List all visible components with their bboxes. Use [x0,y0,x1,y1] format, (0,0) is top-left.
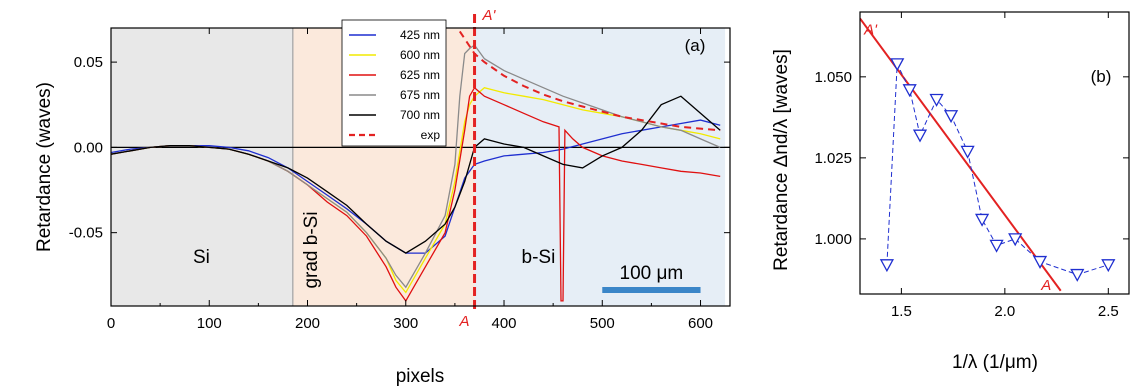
x-tick-label: 400 [492,315,517,332]
series-lines [111,30,721,303]
marker-label-bottom: A [459,313,470,330]
x-tick-label: 300 [393,315,418,332]
scale-bar-label: 100 μm [620,263,684,284]
x-tick-label-b: 2.5 [1098,303,1119,320]
data-point [890,58,905,72]
data-point [879,259,894,273]
panel-label-b: (b) [1091,67,1112,86]
y-tick-label: 0.00 [74,139,103,156]
x-tick-label: 600 [688,315,713,332]
legend: 425 nm 600 nm 625 nm 675 nm 700 nm exp [341,19,447,147]
marker-label-top: A' [482,7,497,24]
data-point [1032,255,1048,269]
panel-a: Si grad b-Si b-Si A' A 100 μm 0 100 200 300 400 50… [34,7,731,387]
region-si [111,28,293,306]
axis-ticks-b: 1.5 2.0 2.5 1.050 1.025 1.000 [814,12,1129,320]
y-axis-title: Retardance (waves) [34,82,55,252]
data-point [989,239,1004,253]
region-label-si: Si [193,247,210,268]
y-tick-label-b: 1.000 [814,231,852,248]
series-exp [458,30,721,132]
marker-label-bottom-b: A [1040,277,1051,294]
region-label-grad-b-si: grad b-Si [301,211,322,288]
legend-label-exp: exp [421,128,441,142]
y-axis-title-b: Retardance Δnd/λ [waves] [771,49,792,271]
data-point [929,93,944,107]
data-point [1008,233,1023,247]
data-point [1070,268,1085,282]
legend-label-600-nm: 600 nm [400,48,440,62]
data-point [1101,259,1116,273]
legend-label-625-nm: 625 nm [400,68,440,82]
y-tick-label-b: 1.050 [814,69,852,86]
data-point [960,145,975,159]
x-tick-label-b: 1.5 [891,303,912,320]
y-tick-label: 0.05 [74,54,103,71]
annotations: Si grad b-Si b-Si A' A 100 μm [193,7,701,330]
x-tick-label-b: 2.0 [994,303,1015,320]
x-tick-label: 200 [295,315,320,332]
data-point [902,84,917,98]
annotations-b: A' A [863,21,1051,294]
series-700-nm [111,95,721,254]
x-axis-title-b: 1/λ (1/μm) [952,352,1038,373]
legend-label-700-nm: 700 nm [400,108,440,122]
panel-label-a: (a) [685,36,706,55]
axis-ticks: 0 100 200 300 400 500 600 0.05 0.00 -0.05 [69,28,730,332]
region-b-si [474,28,726,306]
x-tick-label: 100 [197,315,222,332]
x-tick-label: 500 [590,315,615,332]
data-point [974,213,990,227]
legend-box [341,19,447,147]
plot-frame-b [859,11,1130,295]
x-axis-title: pixels [396,366,445,387]
series-425-nm [111,119,721,254]
legend-label-425-nm: 425 nm [400,28,440,42]
y-tick-label: -0.05 [69,225,103,242]
data-point [912,129,928,143]
y-tick-label-b: 1.025 [814,150,852,167]
marker-label-top-b: A' [863,21,878,38]
x-tick-label: 0 [107,315,115,332]
region-label-b-si: b-Si [522,247,556,268]
legend-label-675-nm: 675 nm [400,88,440,102]
fit-line [860,17,1062,292]
data-point [943,110,959,124]
series-lines-b [860,17,1116,292]
